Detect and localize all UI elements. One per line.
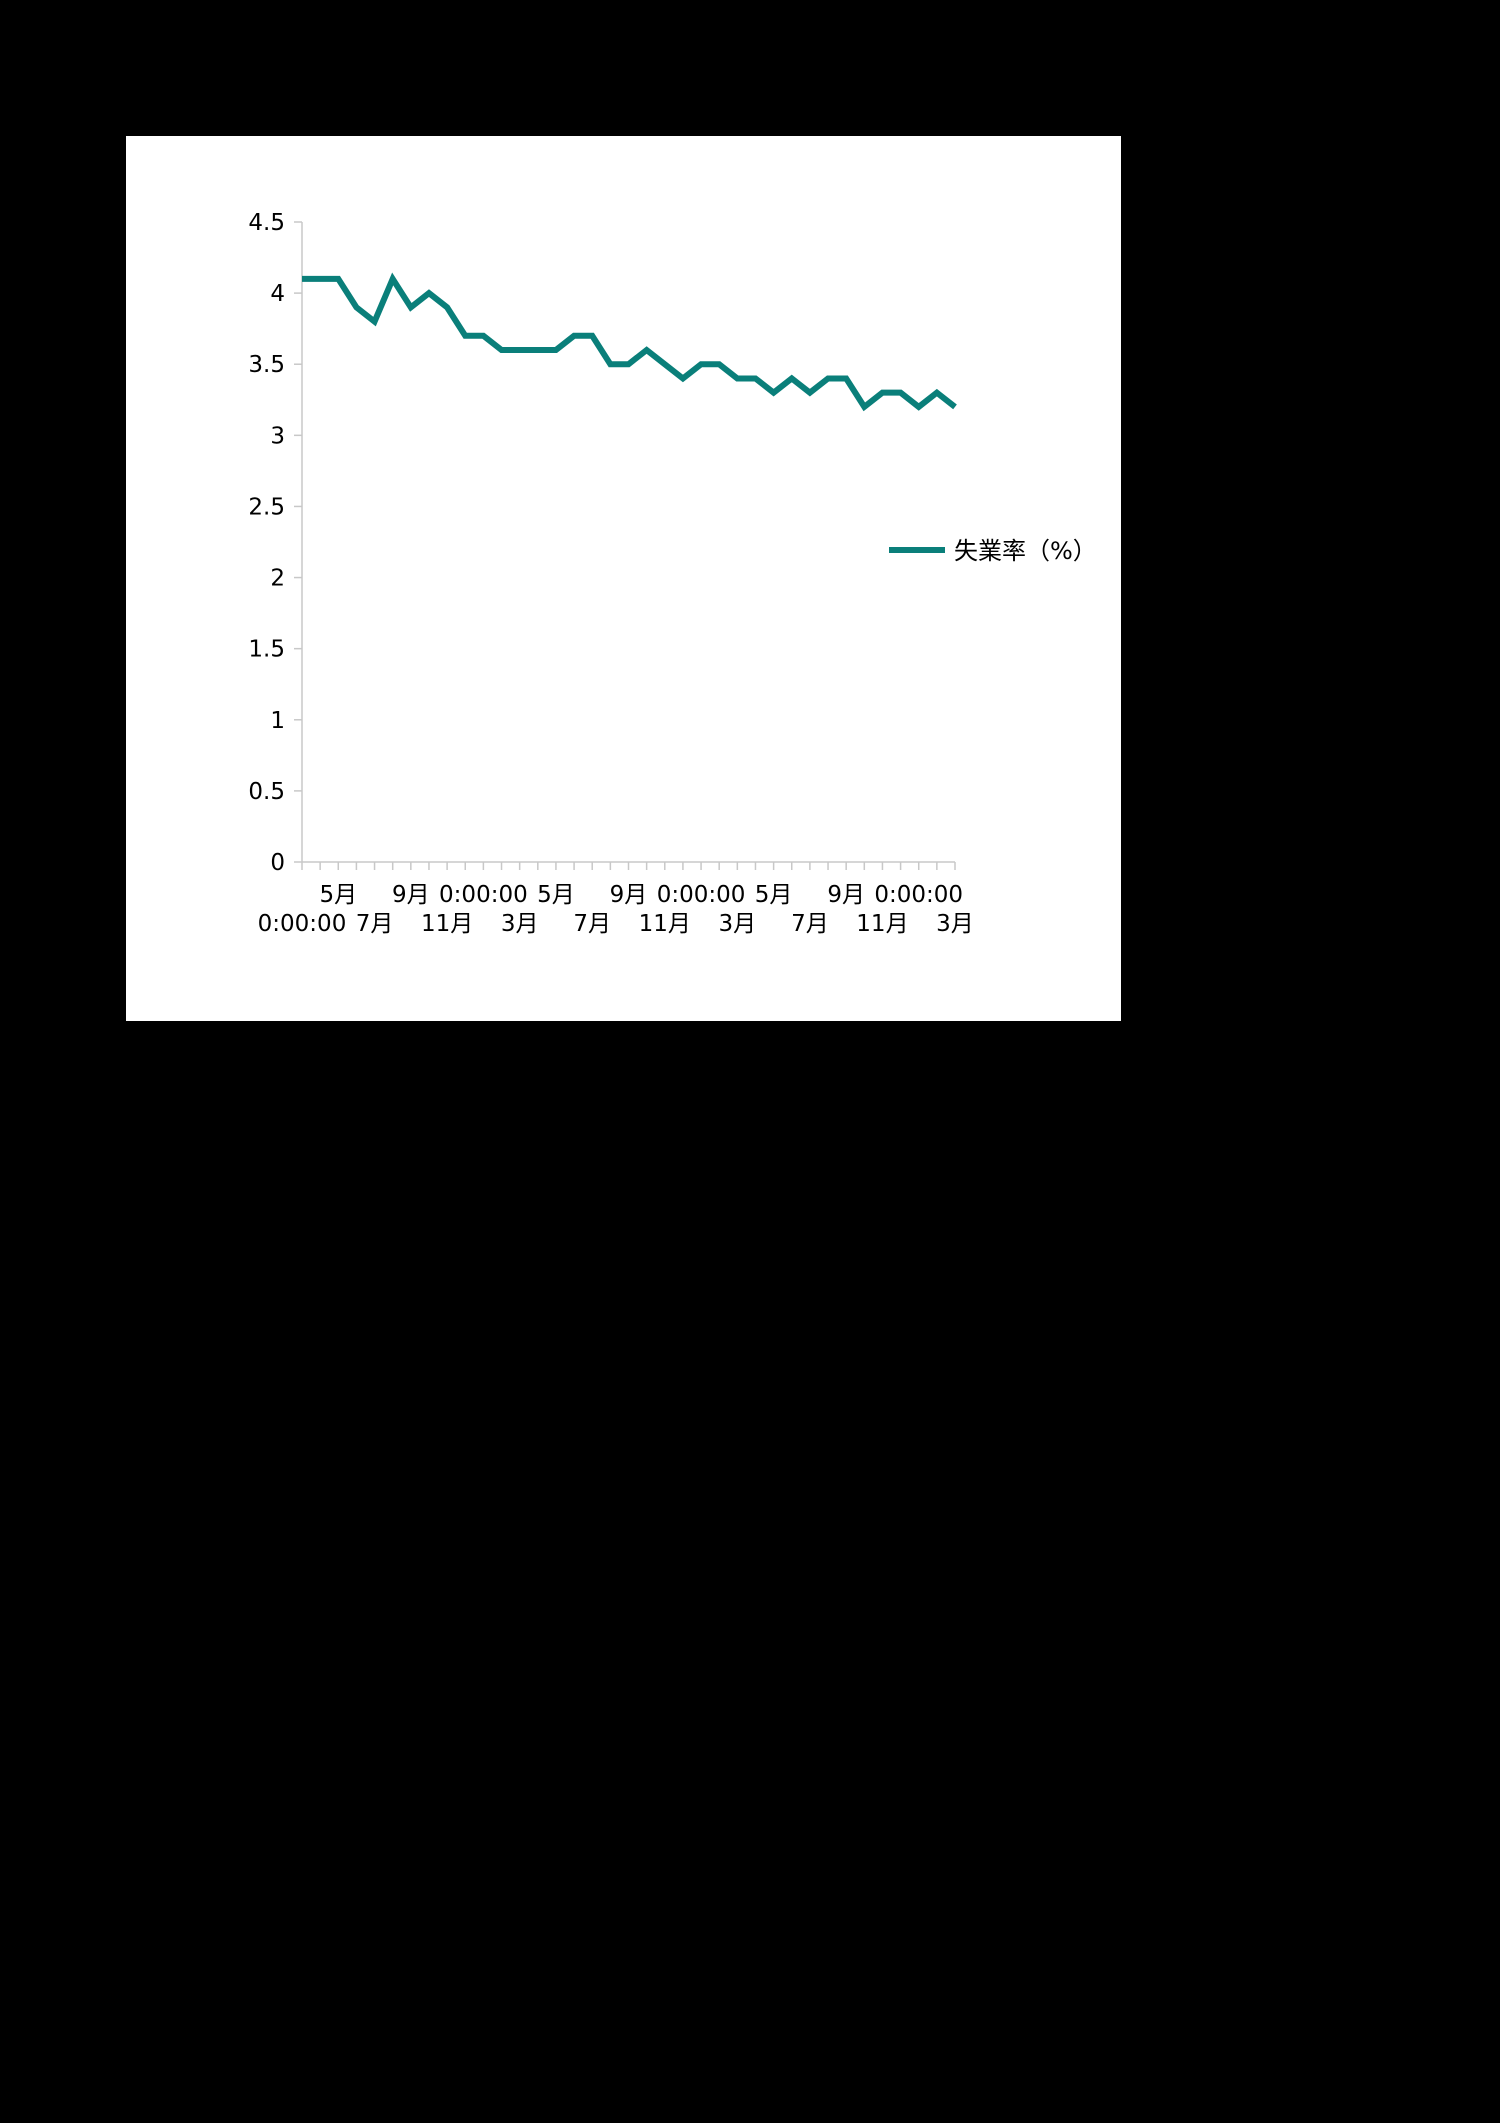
y-tick-label: 3.5	[248, 352, 285, 378]
y-tick-label: 2.5	[248, 494, 285, 520]
x-tick-label: 3月	[501, 911, 539, 937]
y-tick-label: 1	[270, 708, 285, 734]
x-tick-label: 9月	[610, 882, 648, 908]
y-tick-label: 0.5	[248, 779, 285, 805]
chart-panel	[126, 136, 1121, 1021]
x-tick-label: 3月	[936, 911, 974, 937]
x-tick-label: 0:00:00	[439, 882, 528, 908]
legend-label: 失業率（%）	[954, 537, 1097, 565]
x-axis: 0:00:00 5月 7月 9月 11月 0:00:00 3月 5月 7月 9月 11月 0:00:0…	[258, 861, 974, 937]
y-axis: 0 0.5 1 1.5 2 2.5 3 3.5 4 4.5	[248, 210, 303, 876]
x-tick-label: 0:00:00	[874, 882, 963, 908]
x-tick-label: 11月	[421, 911, 473, 937]
x-tick-label: 11月	[856, 911, 908, 937]
series-line	[302, 272, 957, 412]
y-tick-label: 4.5	[248, 210, 285, 236]
x-tick-label: 5月	[755, 882, 793, 908]
x-tick-label: 0:00:00	[258, 911, 347, 937]
x-tick-label: 5月	[537, 882, 575, 908]
x-tick-label: 3月	[719, 911, 757, 937]
y-tick-label: 0	[270, 850, 285, 876]
y-tick-label: 3	[270, 423, 285, 449]
y-tick-label: 2	[270, 566, 285, 592]
legend: 失業率（%）	[889, 537, 1097, 565]
x-tick-label: 7月	[791, 911, 829, 937]
x-tick-label: 7月	[573, 911, 611, 937]
y-tick-label: 4	[270, 281, 285, 307]
x-tick-label: 11月	[639, 911, 691, 937]
x-tick-label: 7月	[356, 911, 394, 937]
x-tick-label: 9月	[827, 882, 865, 908]
x-tick-label: 0:00:00	[657, 882, 746, 908]
y-tick-label: 1.5	[248, 637, 285, 663]
x-tick-label: 9月	[392, 882, 430, 908]
series-group	[301, 272, 957, 412]
x-tick-label: 5月	[319, 882, 357, 908]
